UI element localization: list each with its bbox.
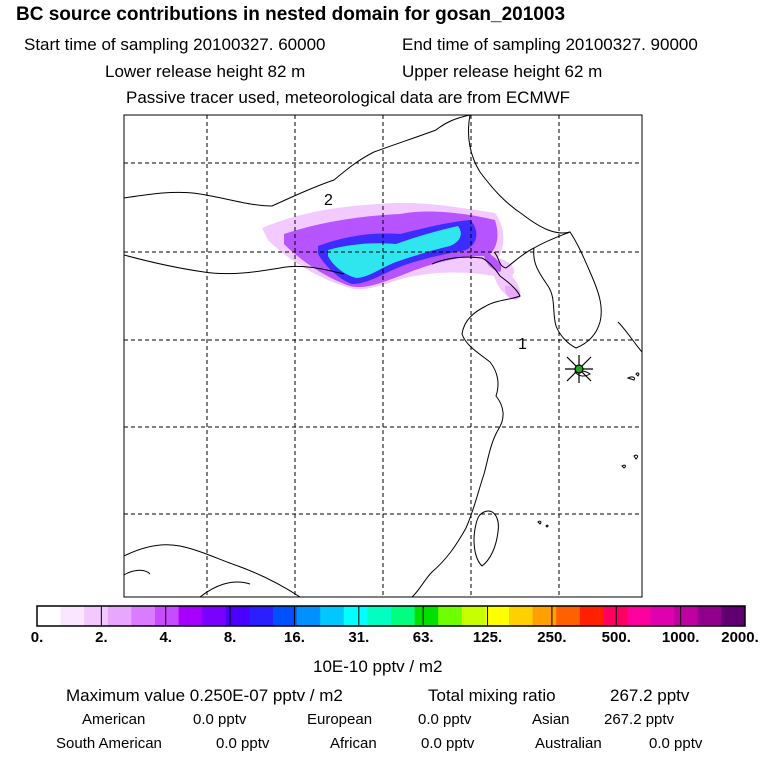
coastline-japan: [617, 321, 642, 353]
colorbar-segment: [556, 606, 581, 626]
colorbar-segment: [721, 606, 746, 626]
plume-tail: [504, 285, 521, 300]
coastline-liaodong: [493, 247, 535, 269]
colorbar-unit: 10E-10 pptv / m2: [313, 657, 443, 676]
colorbar-segment: [131, 606, 156, 626]
coastline-korea: [533, 231, 602, 349]
colorbar-segment: [320, 606, 345, 626]
map-frame: [123, 114, 643, 598]
japan-islands: [537, 372, 640, 528]
colorbar-tick-label: 31.: [348, 629, 370, 646]
total-mixing-ratio-value: 267.2 pptv: [610, 686, 690, 705]
colorbar: [36, 605, 746, 627]
tracer-info: Passive tracer used, meteorological data…: [126, 88, 571, 107]
colorbar-segment: [202, 606, 227, 626]
colorbar-segment: [343, 606, 368, 626]
start-time: Start time of sampling 20100327. 60000: [24, 35, 326, 54]
european-label: European: [307, 711, 373, 728]
colorbar-tick-label: 125.: [472, 629, 503, 646]
total-mixing-ratio-label: Total mixing ratio: [428, 686, 556, 705]
colorbar-segment: [579, 606, 604, 626]
plume-layer: [262, 202, 521, 300]
end-time: End time of sampling 20100327. 90000: [402, 35, 698, 54]
plume-cyan: [328, 226, 461, 278]
colorbar-segment: [627, 606, 652, 626]
australian-value: 0.0 pptv: [649, 735, 703, 752]
colorbar-tick-label: 4.: [159, 629, 172, 646]
american-value: 0.0 pptv: [193, 711, 247, 728]
marker-1: 1: [518, 336, 527, 353]
colorbar-tick-label: 16.: [284, 629, 305, 646]
colorbar-segment: [485, 606, 510, 626]
american-label: American: [82, 711, 146, 728]
marker-2: 2: [324, 192, 333, 209]
graticule: [124, 115, 642, 597]
colorbar-segment: [225, 606, 250, 626]
colorbar-segment: [273, 606, 298, 626]
colorbar-segment: [249, 606, 274, 626]
colorbar-segment: [60, 606, 85, 626]
border-manchuria: [467, 115, 571, 234]
colorbar-segment: [509, 606, 534, 626]
colorbar-segment: [296, 606, 321, 626]
coastlines: [124, 115, 642, 597]
colorbar-segment: [367, 606, 392, 626]
colorbar-segment: [603, 606, 628, 626]
colorbar-segment: [532, 606, 557, 626]
colorbar-segment: [697, 606, 722, 626]
colorbar-segment: [461, 606, 486, 626]
colorbar-segment: [650, 606, 675, 626]
colorbar-tick-label: 2.: [95, 629, 108, 646]
asian-label: Asian: [532, 711, 570, 728]
south-american-label: South American: [56, 735, 162, 752]
colorbar-tick-label: 0.: [30, 629, 44, 646]
colorbar-segment: [438, 606, 463, 626]
colorbar-segment: [391, 606, 416, 626]
african-label: African: [330, 735, 377, 752]
european-value: 0.0 pptv: [418, 711, 472, 728]
colorbar-segment: [84, 606, 109, 626]
australian-label: Australian: [535, 735, 602, 752]
colorbar-segment: [674, 606, 699, 626]
african-value: 0.0 pptv: [421, 735, 475, 752]
colorbar-tick-label: 8.: [223, 629, 237, 646]
lower-release-height: Lower release height 82 m: [105, 62, 306, 81]
colorbar-segment: [414, 606, 439, 626]
colorbar-tick-label: 2000.: [721, 629, 759, 646]
colorbar-tick-label: 63.: [412, 629, 434, 646]
south-american-value: 0.0 pptv: [216, 735, 270, 752]
border-mongolia: [124, 115, 471, 207]
colorbar-tick-label: 500.: [601, 629, 631, 646]
receptor-icon: [565, 355, 593, 383]
maximum-value: Maximum value 0.250E-07 pptv / m2: [66, 686, 343, 705]
colorbar-segment: [178, 606, 203, 626]
asian-value: 267.2 pptv: [604, 711, 675, 728]
colorbar-segment: [155, 606, 180, 626]
colorbar-tick-label: 1000.: [661, 629, 700, 646]
colorbar-segment: [37, 606, 62, 626]
upper-release-height: Upper release height 62 m: [402, 62, 603, 81]
border-south: [199, 581, 251, 597]
border-southwest: [124, 544, 301, 597]
colorbar-tick-label: 250.: [537, 629, 567, 646]
border-inner: [124, 254, 345, 275]
colorbar-segment: [107, 606, 132, 626]
coastline-taiwan: [473, 510, 499, 567]
coastline-china: [411, 256, 521, 597]
coastline-hainan: [124, 569, 151, 576]
plot-title: BC source contributions in nested domain…: [16, 4, 566, 25]
colorbar-frame: [36, 605, 746, 627]
